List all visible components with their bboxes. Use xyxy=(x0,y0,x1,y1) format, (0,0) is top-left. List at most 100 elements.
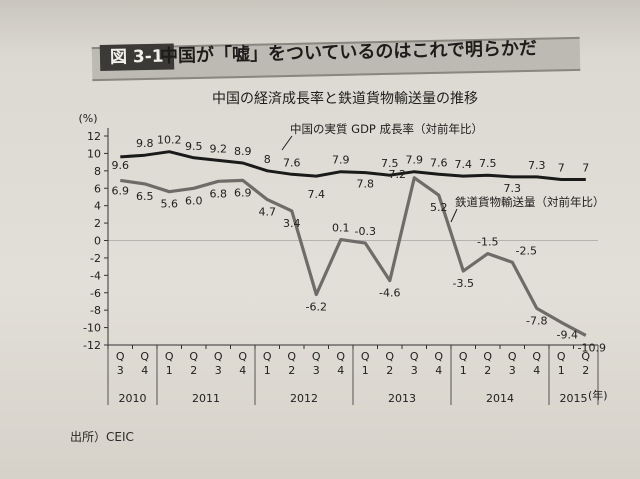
year-label: 2013 xyxy=(388,392,416,405)
gdp-value-label: 9.8 xyxy=(136,137,154,150)
y-tick-label: 10 xyxy=(87,147,101,160)
gdp-value-label: 7.3 xyxy=(528,159,546,172)
rail-value-label: -3.5 xyxy=(453,277,474,290)
rail-value-label: -6.2 xyxy=(306,300,327,313)
x-tick-label-q: Q xyxy=(459,350,468,363)
x-tick-label-q: Q xyxy=(336,350,345,363)
x-tick-label-n: 3 xyxy=(411,364,418,377)
y-axis-unit: (%) xyxy=(78,112,97,125)
x-tick-label-n: 1 xyxy=(166,364,173,377)
y-tick-label: -2 xyxy=(90,252,101,265)
x-tick-label-n: 2 xyxy=(386,364,393,377)
gdp-value-label: 9.2 xyxy=(210,142,228,155)
rail-value-label: -0.3 xyxy=(355,225,376,238)
rail-value-label: 6.5 xyxy=(136,190,154,203)
rail-value-label: 0.1 xyxy=(332,222,350,235)
y-tick-label: -10 xyxy=(83,322,101,335)
rail-value-label: 7.2 xyxy=(389,168,407,181)
gdp-value-label: 8 xyxy=(264,153,271,166)
gdp-value-label: 7.5 xyxy=(479,157,497,170)
gdp-value-label: 7 xyxy=(558,162,565,175)
rail-value-label: 3.4 xyxy=(283,217,301,230)
y-tick-label: 6 xyxy=(94,182,101,195)
gdp-value-label: 8.9 xyxy=(234,145,252,158)
gdp-value-label: 7.4 xyxy=(308,188,326,201)
gdp-value-label: 7.3 xyxy=(504,182,522,195)
x-tick-label-n: 1 xyxy=(460,364,467,377)
legend-rail: 鉄道貨物輸送量（対前年比） xyxy=(455,195,605,209)
year-label: 2014 xyxy=(486,392,514,405)
legend-gdp: 中国の実質 GDP 成長率（対前年比） xyxy=(290,122,483,136)
x-tick-label-q: Q xyxy=(581,350,590,363)
x-tick-label-n: 4 xyxy=(533,364,540,377)
gdp-value-label: 9.5 xyxy=(185,140,203,153)
gdp-value-label: 10.2 xyxy=(157,134,182,147)
legend-rail-leader xyxy=(450,208,458,223)
x-tick-label-n: 1 xyxy=(362,364,369,377)
x-tick-label-n: 4 xyxy=(337,364,344,377)
y-tick-label: -6 xyxy=(90,287,101,300)
gdp-value-label: 7.9 xyxy=(406,154,424,167)
gdp-value-label: 7.6 xyxy=(283,156,301,169)
gdp-value-label: 9.6 xyxy=(112,159,130,172)
rail-value-label: -10.9 xyxy=(578,341,606,354)
year-label: 2010 xyxy=(119,392,147,405)
x-tick-label-q: Q xyxy=(434,350,443,363)
rail-value-label: -4.6 xyxy=(379,287,400,300)
legend-gdp-leader xyxy=(281,135,293,151)
y-tick-label: -4 xyxy=(90,269,101,282)
y-tick-label: 2 xyxy=(94,217,101,230)
gdp-value-label: 7.9 xyxy=(332,154,350,167)
x-tick-label-n: 3 xyxy=(117,364,124,377)
x-tick-label-n: 3 xyxy=(313,364,320,377)
x-tick-label-q: Q xyxy=(238,350,247,363)
x-tick-label-n: 4 xyxy=(435,364,442,377)
y-tick-label: -8 xyxy=(90,304,101,317)
x-tick-label-q: Q xyxy=(312,350,321,363)
y-tick-label: 0 xyxy=(94,235,101,248)
rail-value-label: 6.0 xyxy=(185,194,203,207)
source-note: 出所）CEIC xyxy=(70,430,134,444)
gdp-value-label: 7.5 xyxy=(381,157,399,170)
rail-value-label: 6.8 xyxy=(210,187,228,200)
rail-value-label: 5.2 xyxy=(430,201,448,214)
x-tick-label-n: 2 xyxy=(288,364,295,377)
rail-value-label: -7.8 xyxy=(526,314,547,327)
gdp-value-label: 7.4 xyxy=(455,158,473,171)
rail-value-label: -2.5 xyxy=(516,244,537,257)
rail-value-label: -9.4 xyxy=(557,328,578,341)
x-tick-label-q: Q xyxy=(385,350,394,363)
x-tick-label-q: Q xyxy=(214,350,223,363)
y-tick-label: -12 xyxy=(83,339,101,352)
gdp-value-label: 7.6 xyxy=(430,156,448,169)
x-tick-label-q: Q xyxy=(263,350,272,363)
x-tick-label-q: Q xyxy=(140,350,149,363)
x-tick-label-n: 3 xyxy=(509,364,516,377)
x-tick-label-q: Q xyxy=(189,350,198,363)
rail-value-label: 4.7 xyxy=(259,206,277,219)
x-tick-label-n: 2 xyxy=(190,364,197,377)
x-tick-label-n: 2 xyxy=(484,364,491,377)
x-tick-label-q: Q xyxy=(165,350,174,363)
x-tick-label-q: Q xyxy=(361,350,370,363)
x-tick-label-n: 1 xyxy=(558,364,565,377)
rail-value-label: 6.9 xyxy=(112,184,130,197)
chart-title: 中国の経済成長率と鉄道貨物輸送量の推移 xyxy=(212,90,478,107)
year-label: 2015 xyxy=(560,392,588,405)
x-tick-label-n: 4 xyxy=(239,364,246,377)
y-tick-label: 12 xyxy=(87,130,101,143)
x-tick-label-n: 3 xyxy=(215,364,222,377)
y-tick-label: 8 xyxy=(94,165,101,178)
x-tick-label-q: Q xyxy=(116,350,125,363)
rail-value-label: 5.6 xyxy=(161,198,179,211)
year-label: 2012 xyxy=(290,392,318,405)
gdp-line xyxy=(120,150,586,181)
x-tick-label-n: 2 xyxy=(582,364,589,377)
rail-freight-line xyxy=(120,176,587,337)
x-tick-label-q: Q xyxy=(557,350,566,363)
gdp-value-label: 7 xyxy=(582,162,589,175)
x-tick-label-q: Q xyxy=(483,350,492,363)
rail-value-label: -1.5 xyxy=(477,236,498,249)
gdp-value-label: 7.8 xyxy=(357,178,375,191)
